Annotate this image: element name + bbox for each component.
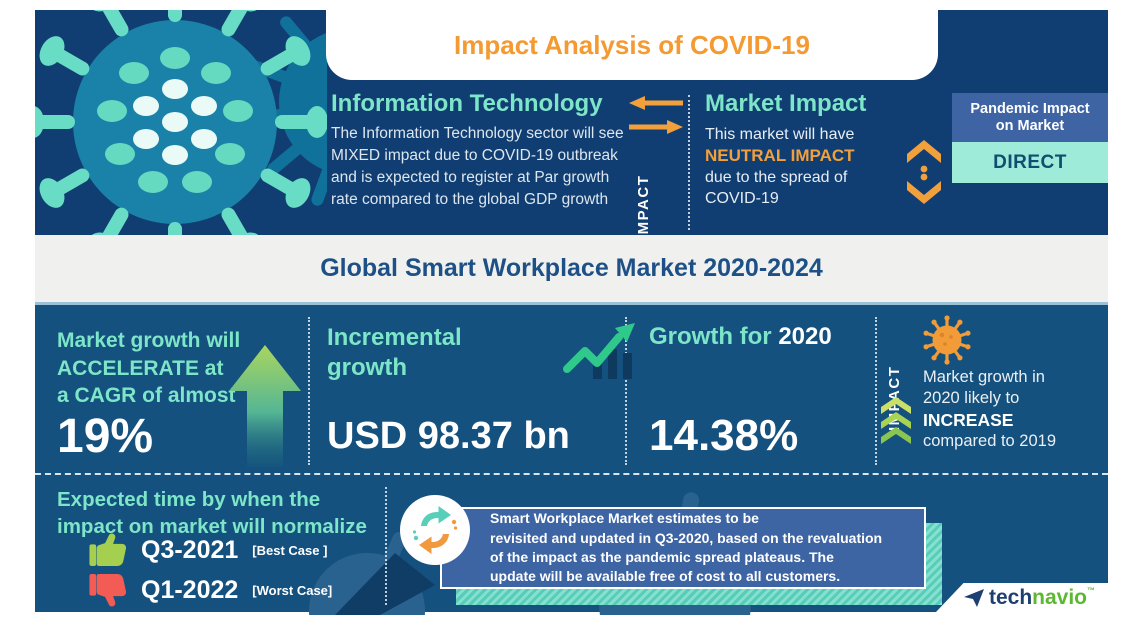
worst-case-value: Q1-2022	[141, 575, 239, 604]
up-down-arrows-icon	[907, 140, 941, 204]
logo-text-secondary: navio	[1032, 585, 1088, 609]
worst-case-label: [Worst Case]	[252, 582, 333, 598]
normalize-heading-line1: Expected time by when the	[57, 488, 321, 511]
vertical-divider	[308, 317, 310, 465]
growth-up-arrow-icon	[229, 345, 301, 467]
pandemic-header-line2: on Market	[995, 117, 1065, 134]
best-case-label: [Best Case ]	[252, 542, 328, 558]
vertical-divider	[688, 95, 690, 230]
market-impact-line1: This market will have	[705, 126, 855, 143]
thumbs-down-icon	[89, 574, 127, 607]
pandemic-header-line1: Pandemic Impact	[970, 100, 1090, 117]
worst-case-row: Q1-2022 [Worst Case]	[89, 573, 332, 607]
sector-body: The Information Technology sector will s…	[331, 125, 624, 208]
cagr-line1: Market growth will	[57, 329, 241, 352]
vertical-divider	[385, 487, 387, 605]
vertical-divider	[625, 317, 627, 465]
refresh-arrows-icon	[412, 506, 458, 554]
market-title: Global Smart Workplace Market 2020-2024	[320, 254, 823, 282]
sector-heading: Information Technology	[331, 90, 603, 117]
pandemic-box-header: Pandemic Impact on Market	[952, 93, 1108, 142]
cagr-line2: ACCELERATE at	[57, 356, 224, 380]
incremental-line2: growth	[327, 354, 407, 381]
left-right-arrows-icon	[629, 96, 683, 134]
cagr-line3: a CAGR of almost	[57, 384, 236, 408]
impact-2020-text: Market growth in 2020 likely to INCREASE…	[923, 367, 1056, 452]
technavio-dart-icon	[963, 588, 984, 607]
logo-text-primary: tech	[988, 585, 1033, 609]
growth-2020-heading: Growth for 2020	[649, 323, 832, 351]
market-impact-highlight: NEUTRAL IMPACT	[705, 146, 855, 165]
growth-2020-label: Growth for	[649, 323, 772, 350]
market-impact-body: This market will have NEUTRAL IMPACT due…	[705, 124, 855, 209]
market-impact-heading: Market Impact	[705, 90, 867, 117]
virus-orange-icon	[923, 315, 971, 365]
logo-trademark: ™	[1087, 585, 1096, 595]
refresh-badge	[400, 495, 470, 565]
horizontal-divider	[35, 473, 1108, 475]
thumbs-up-icon	[89, 533, 127, 566]
market-impact-line2: due to the spread of	[705, 169, 848, 186]
normalize-heading-line2: impact on market will normalize	[57, 514, 367, 538]
chevrons-up-icon	[881, 397, 911, 444]
impact-2020-line3: compared to 2019	[923, 432, 1057, 450]
banner-title: Impact Analysis of COVID-19	[454, 29, 810, 60]
best-case-row: Q3-2021 [Best Case ]	[89, 533, 327, 567]
pandemic-box-value: DIRECT	[952, 142, 1108, 183]
growth-2020-value: 14.38%	[649, 411, 799, 460]
note-line3: of the impact as the pandemic spread pla…	[490, 549, 834, 565]
logo-strip: technavio™	[936, 583, 1108, 612]
main-section: Market growth will ACCELERATE at a CAGR …	[35, 302, 1108, 615]
impact-2020-line2: 2020 likely to	[923, 389, 1020, 407]
normalize-heading: Expected time by when the impact on mark…	[57, 487, 367, 540]
trend-chart-icon	[563, 323, 635, 379]
growth-2020-year: 2020	[778, 323, 832, 350]
coronavirus-illustration-icon	[35, 10, 327, 235]
vertical-divider	[875, 317, 877, 465]
top-banner: Impact Analysis of COVID-19	[326, 10, 938, 80]
note-line4: update will be available free of cost to…	[490, 568, 841, 585]
title-band: Global Smart Workplace Market 2020-2024	[35, 235, 1108, 302]
note-box: Smart Workplace Market estimates to be r…	[440, 507, 926, 589]
logo-text: technavio™	[989, 586, 1095, 610]
incremental-line1: Incremental	[327, 324, 462, 351]
top-band: Impact Analysis of COVID-19 Information …	[35, 10, 1108, 240]
market-impact-line3: COVID-19	[705, 190, 779, 207]
cagr-text: Market growth will ACCELERATE at a CAGR …	[57, 327, 240, 410]
incremental-heading: Incremental growth	[327, 323, 462, 383]
impact-vertical-label: IMPACT	[635, 174, 652, 240]
impact-2020-line1: Market growth in	[923, 368, 1045, 386]
note-line1: Smart Workplace Market estimates to be	[490, 510, 759, 527]
impact-2020-highlight: INCREASE	[923, 410, 1014, 430]
incremental-value: USD 98.37 bn	[327, 415, 570, 457]
pandemic-impact-box: Pandemic Impact on Market DIRECT	[952, 93, 1108, 183]
note-line2: revisited and updated in Q3-2020, based …	[490, 529, 883, 546]
best-case-value: Q3-2021	[141, 535, 239, 564]
cagr-value: 19%	[57, 410, 154, 463]
